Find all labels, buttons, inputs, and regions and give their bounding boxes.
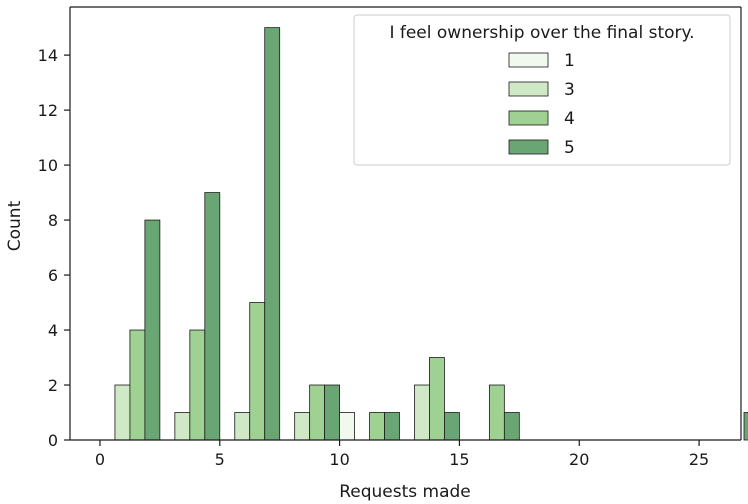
- x-tick-label: 20: [569, 450, 589, 469]
- legend-swatch-5: [508, 139, 549, 155]
- bars-group: [114, 27, 748, 441]
- x-axis-title: Requests made: [339, 482, 471, 502]
- legend-label-4: 4: [564, 109, 575, 129]
- bar-series-4-bin-0: [129, 329, 146, 441]
- legend-swatch-1: [508, 52, 549, 68]
- bar-series-5-bin-10: [384, 412, 400, 441]
- y-tick-label: 14: [38, 46, 58, 65]
- bar-series-5-bin-2.5: [204, 192, 221, 441]
- bar-series-3-bin-0: [114, 384, 131, 441]
- bar-series-5-bin-7.5: [324, 384, 340, 441]
- bar-series-4-bin-10: [369, 412, 385, 441]
- bar-series-5-bin-15: [503, 412, 520, 441]
- bar-series-3-bin-2.5: [174, 412, 191, 441]
- x-tick-label: 25: [689, 450, 709, 469]
- y-tick-label: 6: [48, 266, 58, 285]
- bar-series-3-bin-5: [234, 412, 251, 441]
- bar-series-5-bin-12.5: [444, 412, 460, 441]
- bar-series-5-bin-25: [743, 412, 748, 441]
- y-tick-label: 8: [48, 211, 58, 230]
- x-tick-label: 5: [215, 450, 225, 469]
- y-axis-title: Count: [5, 200, 25, 251]
- bar-series-5-bin-5: [264, 27, 281, 441]
- y-tick-label: 0: [48, 431, 58, 450]
- y-tick-label: 12: [38, 101, 58, 120]
- y-tick-label: 10: [38, 156, 58, 175]
- x-tick-label: 10: [329, 450, 349, 469]
- bar-series-4-bin-15: [488, 384, 505, 441]
- legend-swatch-4: [508, 110, 549, 126]
- y-tick-label: 4: [48, 321, 58, 340]
- legend-items: 1 3 4 5: [508, 51, 575, 158]
- bar-series-4-bin-2.5: [189, 329, 206, 441]
- legend: I feel ownership over the final story. 1…: [353, 14, 731, 166]
- bar-series-4-bin-5: [249, 302, 266, 441]
- legend-title: I feel ownership over the final story.: [389, 23, 694, 43]
- bar-series-3-bin-12.5: [414, 384, 430, 441]
- bar-series-4-bin-7.5: [309, 384, 326, 441]
- x-tick-label: 0: [95, 450, 105, 469]
- y-tick-label: 2: [48, 376, 58, 395]
- bar-series-3-bin-7.5: [294, 412, 311, 441]
- x-tick-label: 15: [449, 450, 469, 469]
- bar-series-4-bin-12.5: [429, 357, 445, 441]
- bar-series-5-bin-0: [144, 219, 161, 441]
- legend-label-1: 1: [564, 51, 575, 71]
- bar-series-1-bin-10: [339, 412, 355, 441]
- legend-swatch-3: [508, 81, 549, 97]
- legend-label-5: 5: [564, 138, 575, 158]
- legend-label-3: 3: [564, 80, 575, 100]
